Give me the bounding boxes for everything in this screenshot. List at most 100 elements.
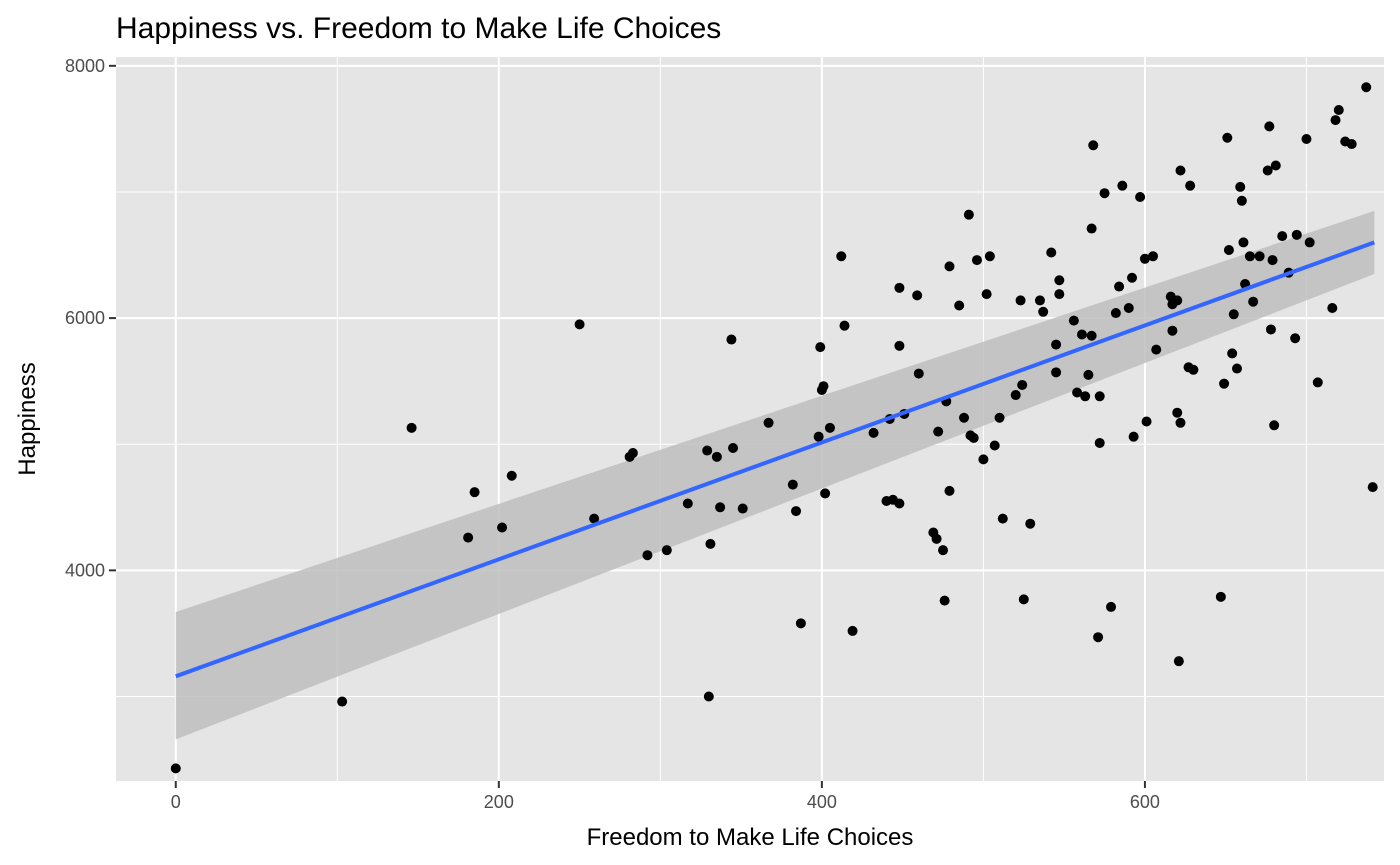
- data-point: [711, 451, 722, 462]
- x-tick-label: 400: [807, 792, 837, 812]
- data-point: [1088, 140, 1099, 151]
- data-point: [1215, 591, 1226, 602]
- data-point: [497, 522, 508, 533]
- data-point: [1327, 303, 1338, 314]
- data-point: [984, 251, 995, 262]
- data-point: [954, 300, 965, 311]
- data-point: [1099, 188, 1110, 199]
- data-point: [763, 417, 774, 428]
- data-point: [506, 470, 517, 481]
- data-point: [1267, 255, 1278, 266]
- data-point: [1232, 363, 1243, 374]
- data-point: [791, 506, 802, 517]
- data-point: [1222, 132, 1233, 143]
- data-point: [1038, 306, 1049, 317]
- data-point: [968, 432, 979, 443]
- data-point: [1093, 632, 1104, 643]
- data-points: [170, 82, 1378, 774]
- x-axis-title: Freedom to Make Life Choices: [587, 824, 914, 851]
- data-point: [1123, 303, 1134, 314]
- data-point: [728, 443, 739, 454]
- data-point: [818, 381, 829, 392]
- data-point: [1361, 82, 1372, 93]
- x-tick-label: 600: [1130, 792, 1160, 812]
- data-point: [1034, 295, 1045, 306]
- data-point: [1072, 387, 1083, 398]
- x-axis: 0 200 400 600: [171, 781, 1160, 812]
- data-point: [1139, 253, 1150, 264]
- data-point: [939, 595, 950, 606]
- data-point: [997, 513, 1008, 524]
- data-point: [913, 368, 924, 379]
- data-point: [959, 412, 970, 423]
- data-point: [1128, 431, 1139, 442]
- data-point: [1312, 377, 1323, 388]
- data-point: [1228, 309, 1239, 320]
- data-point: [682, 498, 693, 509]
- data-point: [1083, 369, 1094, 380]
- data-point: [815, 342, 826, 353]
- data-point: [337, 696, 348, 707]
- data-point: [1054, 275, 1065, 286]
- data-point: [944, 485, 955, 496]
- data-point: [931, 533, 942, 544]
- data-point: [737, 503, 748, 514]
- data-point: [1227, 348, 1238, 359]
- chart-title: Happiness vs. Freedom to Make Life Choic…: [116, 12, 721, 45]
- data-point: [894, 498, 905, 509]
- data-point: [1172, 295, 1183, 306]
- data-point: [469, 487, 480, 498]
- data-point: [1262, 165, 1273, 176]
- data-point: [1068, 315, 1079, 326]
- data-point: [1270, 160, 1281, 171]
- data-point: [1367, 482, 1378, 493]
- y-tick-label: 4000: [65, 560, 105, 580]
- data-point: [1330, 115, 1341, 126]
- data-point: [170, 763, 181, 774]
- data-point: [868, 427, 879, 438]
- data-point: [1076, 329, 1087, 340]
- data-point: [715, 502, 726, 513]
- data-point: [1018, 594, 1029, 605]
- data-point: [1265, 324, 1276, 335]
- data-point: [824, 422, 835, 433]
- data-point: [971, 255, 982, 266]
- data-point: [463, 532, 474, 543]
- data-point: [1304, 237, 1315, 248]
- data-point: [963, 209, 974, 220]
- data-point: [1015, 295, 1026, 306]
- data-point: [1236, 195, 1247, 206]
- data-point: [574, 319, 585, 330]
- data-point: [1148, 251, 1159, 262]
- regression-line: [175, 240, 1375, 679]
- data-point: [1277, 231, 1288, 242]
- y-tick-label: 8000: [65, 56, 105, 76]
- data-point: [1254, 251, 1265, 262]
- data-point: [589, 513, 600, 524]
- data-point: [1346, 139, 1357, 150]
- data-point: [1135, 192, 1146, 203]
- data-point: [1290, 333, 1301, 344]
- data-point: [1010, 390, 1021, 401]
- y-axis-title: Happiness: [14, 362, 41, 475]
- data-point: [1114, 281, 1125, 292]
- data-point: [726, 334, 737, 345]
- y-tick-label: 6000: [65, 308, 105, 328]
- data-point: [813, 431, 824, 442]
- data-point: [1017, 379, 1028, 390]
- y-axis: 4000 6000 8000: [65, 56, 116, 580]
- data-point: [661, 545, 672, 556]
- data-point: [406, 422, 417, 433]
- data-point: [1301, 133, 1312, 144]
- data-point: [1188, 364, 1199, 375]
- data-point: [1025, 518, 1036, 529]
- data-point: [1151, 344, 1162, 355]
- data-point: [1046, 247, 1057, 258]
- data-point: [1264, 121, 1275, 132]
- data-point: [1173, 656, 1184, 667]
- data-point: [944, 261, 955, 272]
- data-point: [1269, 420, 1280, 431]
- data-point: [912, 290, 923, 301]
- data-point: [894, 282, 905, 293]
